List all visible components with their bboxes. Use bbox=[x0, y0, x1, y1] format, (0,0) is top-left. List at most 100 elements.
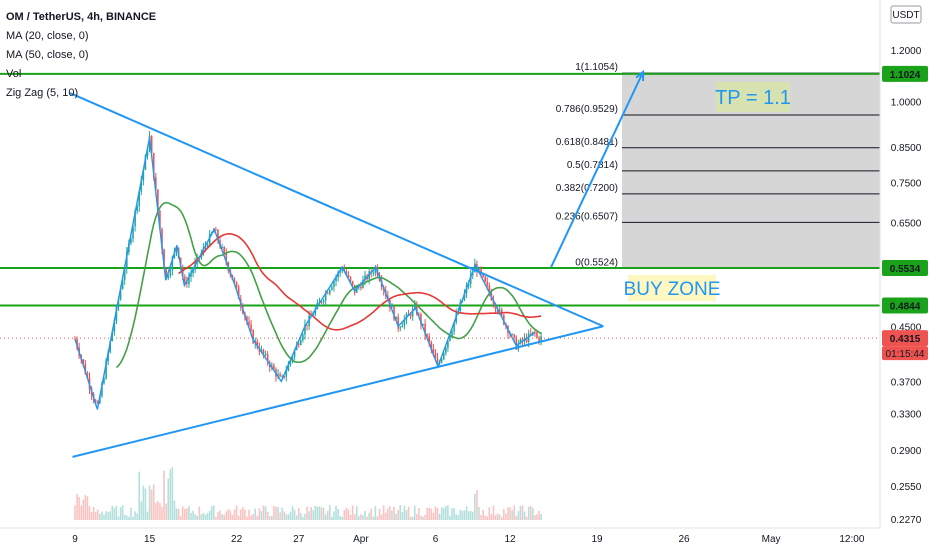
volume-bar bbox=[250, 515, 252, 520]
volume-bar bbox=[471, 511, 474, 520]
candle-body bbox=[469, 274, 472, 285]
volume-bar bbox=[534, 515, 536, 520]
time-axis[interactable]: 9 15 22 27 Apr 6 12 19 26 May 12:00 bbox=[0, 527, 932, 550]
volume-bar bbox=[130, 507, 132, 520]
candle-body bbox=[540, 336, 542, 342]
trend-lines[interactable] bbox=[69, 69, 645, 458]
volume-bar bbox=[469, 510, 472, 520]
candle-body bbox=[291, 356, 294, 361]
volume-bar bbox=[277, 507, 279, 520]
horizontal-levels[interactable] bbox=[0, 72, 880, 339]
volume-bar bbox=[215, 516, 217, 520]
volume-bar bbox=[345, 507, 348, 520]
volume-bar bbox=[244, 509, 246, 520]
candle-body bbox=[484, 276, 486, 282]
candle-body bbox=[183, 277, 186, 282]
ma-50-line bbox=[178, 233, 542, 331]
volume-bar bbox=[260, 511, 263, 520]
candle-body bbox=[430, 342, 433, 349]
volume-bar bbox=[157, 500, 159, 520]
volume-bar bbox=[370, 508, 373, 520]
volume-bar bbox=[316, 506, 319, 520]
candle-body bbox=[105, 360, 107, 379]
candle-body bbox=[478, 267, 480, 272]
candle-body bbox=[335, 277, 337, 282]
volume-bar bbox=[181, 506, 184, 520]
price-axis[interactable]: USDT1.20001.00000.85000.75000.65000.5500… bbox=[879, 0, 932, 550]
volume-bar bbox=[457, 515, 460, 520]
time-tick-label: 12 bbox=[504, 534, 516, 545]
candle-body bbox=[360, 286, 362, 289]
fib-level-label: 1(1.1054) bbox=[575, 62, 618, 73]
volume-bar bbox=[505, 513, 507, 520]
fib-level-label: 0.786(0.9529) bbox=[556, 104, 618, 115]
volume-bar bbox=[213, 505, 215, 520]
volume-bar bbox=[163, 470, 165, 520]
candle-body bbox=[233, 279, 236, 283]
time-tick-label: 15 bbox=[144, 534, 156, 545]
volume-bar bbox=[76, 494, 78, 520]
annotations[interactable]: TP = 1.1 BUY ZONE bbox=[624, 82, 791, 301]
fib-level-label: 0.236(0.6507) bbox=[556, 211, 618, 222]
candle-body bbox=[82, 359, 85, 364]
candle-body bbox=[248, 321, 250, 325]
volume-bar bbox=[194, 514, 196, 520]
volume-bar bbox=[337, 509, 339, 520]
candle-body bbox=[256, 340, 259, 348]
volume-bar bbox=[221, 514, 223, 520]
candle-body bbox=[121, 279, 124, 289]
price-tag-box bbox=[882, 330, 928, 347]
volume-bar bbox=[256, 515, 259, 520]
candle-body bbox=[513, 334, 515, 338]
price-tick-label: 0.2900 bbox=[891, 446, 922, 457]
projection-arrowhead bbox=[635, 69, 645, 81]
volume-bar bbox=[368, 512, 370, 520]
candle-body bbox=[250, 324, 252, 331]
candle-body bbox=[252, 330, 254, 344]
indicator-ma50[interactable]: MA (50, close, 0) bbox=[6, 49, 89, 61]
volume-bar bbox=[366, 516, 368, 520]
candle-body bbox=[101, 383, 103, 397]
volume-bar bbox=[420, 515, 422, 520]
volume-bar bbox=[358, 516, 360, 520]
volume-bar bbox=[219, 510, 221, 520]
volume-bar bbox=[254, 508, 257, 520]
indicator-zigzag[interactable]: Zig Zag (5, 10) bbox=[6, 87, 79, 99]
volume-bar bbox=[496, 513, 499, 520]
candle-body bbox=[287, 363, 290, 372]
volume-bar bbox=[273, 505, 275, 520]
candle-body bbox=[498, 309, 501, 313]
candle-body bbox=[208, 233, 211, 246]
candle-body bbox=[285, 371, 288, 377]
volume-bar bbox=[387, 508, 389, 520]
indicator-vol[interactable]: Vol bbox=[6, 68, 22, 80]
volume-bar bbox=[347, 509, 350, 520]
volume-bar bbox=[196, 515, 199, 520]
indicator-ma20[interactable]: MA (20, close, 0) bbox=[6, 30, 89, 42]
volume-bar bbox=[465, 506, 468, 520]
candle-body bbox=[109, 341, 112, 353]
volume-bar bbox=[430, 508, 433, 520]
price-tick-label: 0.6500 bbox=[891, 219, 922, 230]
volume-bar bbox=[384, 512, 387, 520]
volume-bar bbox=[306, 506, 308, 520]
candle-body bbox=[302, 334, 304, 341]
volume-bar bbox=[258, 508, 261, 520]
volume-bar bbox=[304, 513, 306, 520]
time-tick-label: 6 bbox=[433, 534, 439, 545]
volume-bar bbox=[403, 505, 406, 520]
price-tag-label: 0.4844 bbox=[890, 302, 921, 313]
candle-body bbox=[324, 293, 327, 301]
volume-bar bbox=[351, 505, 354, 520]
volume-bar bbox=[84, 495, 87, 520]
tp-label-box bbox=[716, 82, 790, 112]
volume-bar bbox=[413, 505, 416, 520]
symbol-title[interactable]: OM / TetherUS, 4h, BINANCE bbox=[6, 11, 157, 23]
volume-bar bbox=[109, 511, 112, 520]
volume-bar bbox=[179, 516, 182, 520]
candle-body bbox=[494, 303, 497, 309]
time-tick-label: 27 bbox=[293, 534, 305, 545]
volume-bar bbox=[463, 510, 466, 520]
volume-bar bbox=[111, 505, 114, 520]
